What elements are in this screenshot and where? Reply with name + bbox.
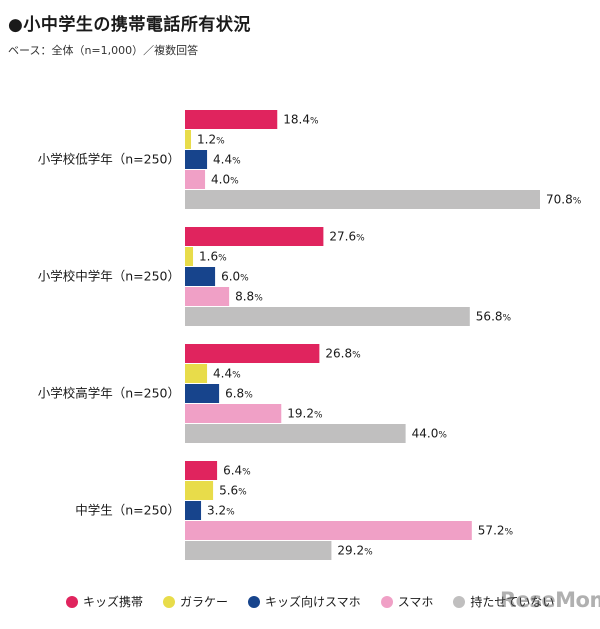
legend-swatch [66, 595, 78, 608]
category-label: 小学校高学年（n=250） [38, 386, 180, 401]
bar [185, 344, 320, 363]
legend-swatch [380, 595, 393, 608]
data-label: 26.8% [325, 347, 361, 361]
legend: キッズ携帯 ガラケー キッズ向けスマホ スマホ 持たせていない [66, 593, 574, 610]
bar [185, 424, 406, 443]
data-label: 29.2% [337, 544, 373, 558]
bar [185, 227, 324, 246]
legend-label: キッズ携帯 [83, 595, 144, 609]
bar [185, 307, 470, 326]
bar [185, 110, 278, 129]
bar [185, 287, 230, 306]
bar [185, 461, 218, 480]
data-label: 6.8% [225, 387, 253, 401]
bar [185, 267, 216, 286]
legend-label: キッズ向けスマホ [265, 595, 361, 609]
data-label: 56.8% [476, 310, 512, 324]
bar [185, 247, 194, 266]
bar [185, 501, 202, 520]
legend-swatch [163, 595, 176, 608]
bar [185, 541, 332, 560]
bar [185, 521, 472, 540]
bar [185, 481, 214, 500]
data-label: 57.2% [478, 524, 514, 538]
data-label: 19.2% [287, 407, 323, 421]
data-label: 1.6% [199, 250, 227, 264]
data-label: 4.0% [211, 173, 239, 187]
legend-item: キッズ携帯 [66, 593, 143, 610]
data-label: 27.6% [329, 230, 365, 244]
legend-label: 持たせていない [470, 595, 555, 609]
legend-item: キッズ向けスマホ [248, 593, 361, 610]
data-label: 3.2% [207, 504, 235, 518]
bar [185, 150, 208, 169]
data-label: 70.8% [546, 193, 582, 207]
data-label: 1.2% [197, 133, 225, 147]
legend-item: ガラケー [163, 593, 228, 610]
bar [185, 364, 208, 383]
category-label: 小学校低学年（n=250） [38, 152, 180, 167]
legend-label: スマホ [397, 595, 434, 609]
legend-item: スマホ [380, 593, 434, 610]
data-label: 4.4% [213, 367, 241, 381]
bar [185, 384, 220, 403]
data-label: 44.0% [412, 427, 448, 441]
category-label: 中学生（n=250） [75, 503, 180, 518]
data-label: 18.4% [283, 113, 319, 127]
data-label: 6.0% [221, 270, 249, 284]
watermark-logo: ReseMom [500, 588, 600, 612]
legend-swatch [453, 595, 466, 608]
bar [185, 130, 192, 149]
data-label: 8.8% [235, 290, 263, 304]
legend-item: 持たせていない [453, 593, 554, 610]
chart-subtitle: ベース：全体（n=1,000）／複数回答 [8, 44, 199, 57]
bar [185, 404, 282, 423]
data-label: 5.6% [219, 484, 247, 498]
chart-title: ●小中学生の携帯電話所有状況 [8, 15, 251, 35]
bar [185, 190, 540, 209]
data-label: 6.4% [223, 464, 251, 478]
legend-swatch [248, 595, 261, 608]
legend-label: ガラケー [180, 595, 229, 609]
bar [185, 170, 206, 189]
data-label: 4.4% [213, 153, 241, 167]
category-label: 小学校中学年（n=250） [38, 269, 180, 284]
